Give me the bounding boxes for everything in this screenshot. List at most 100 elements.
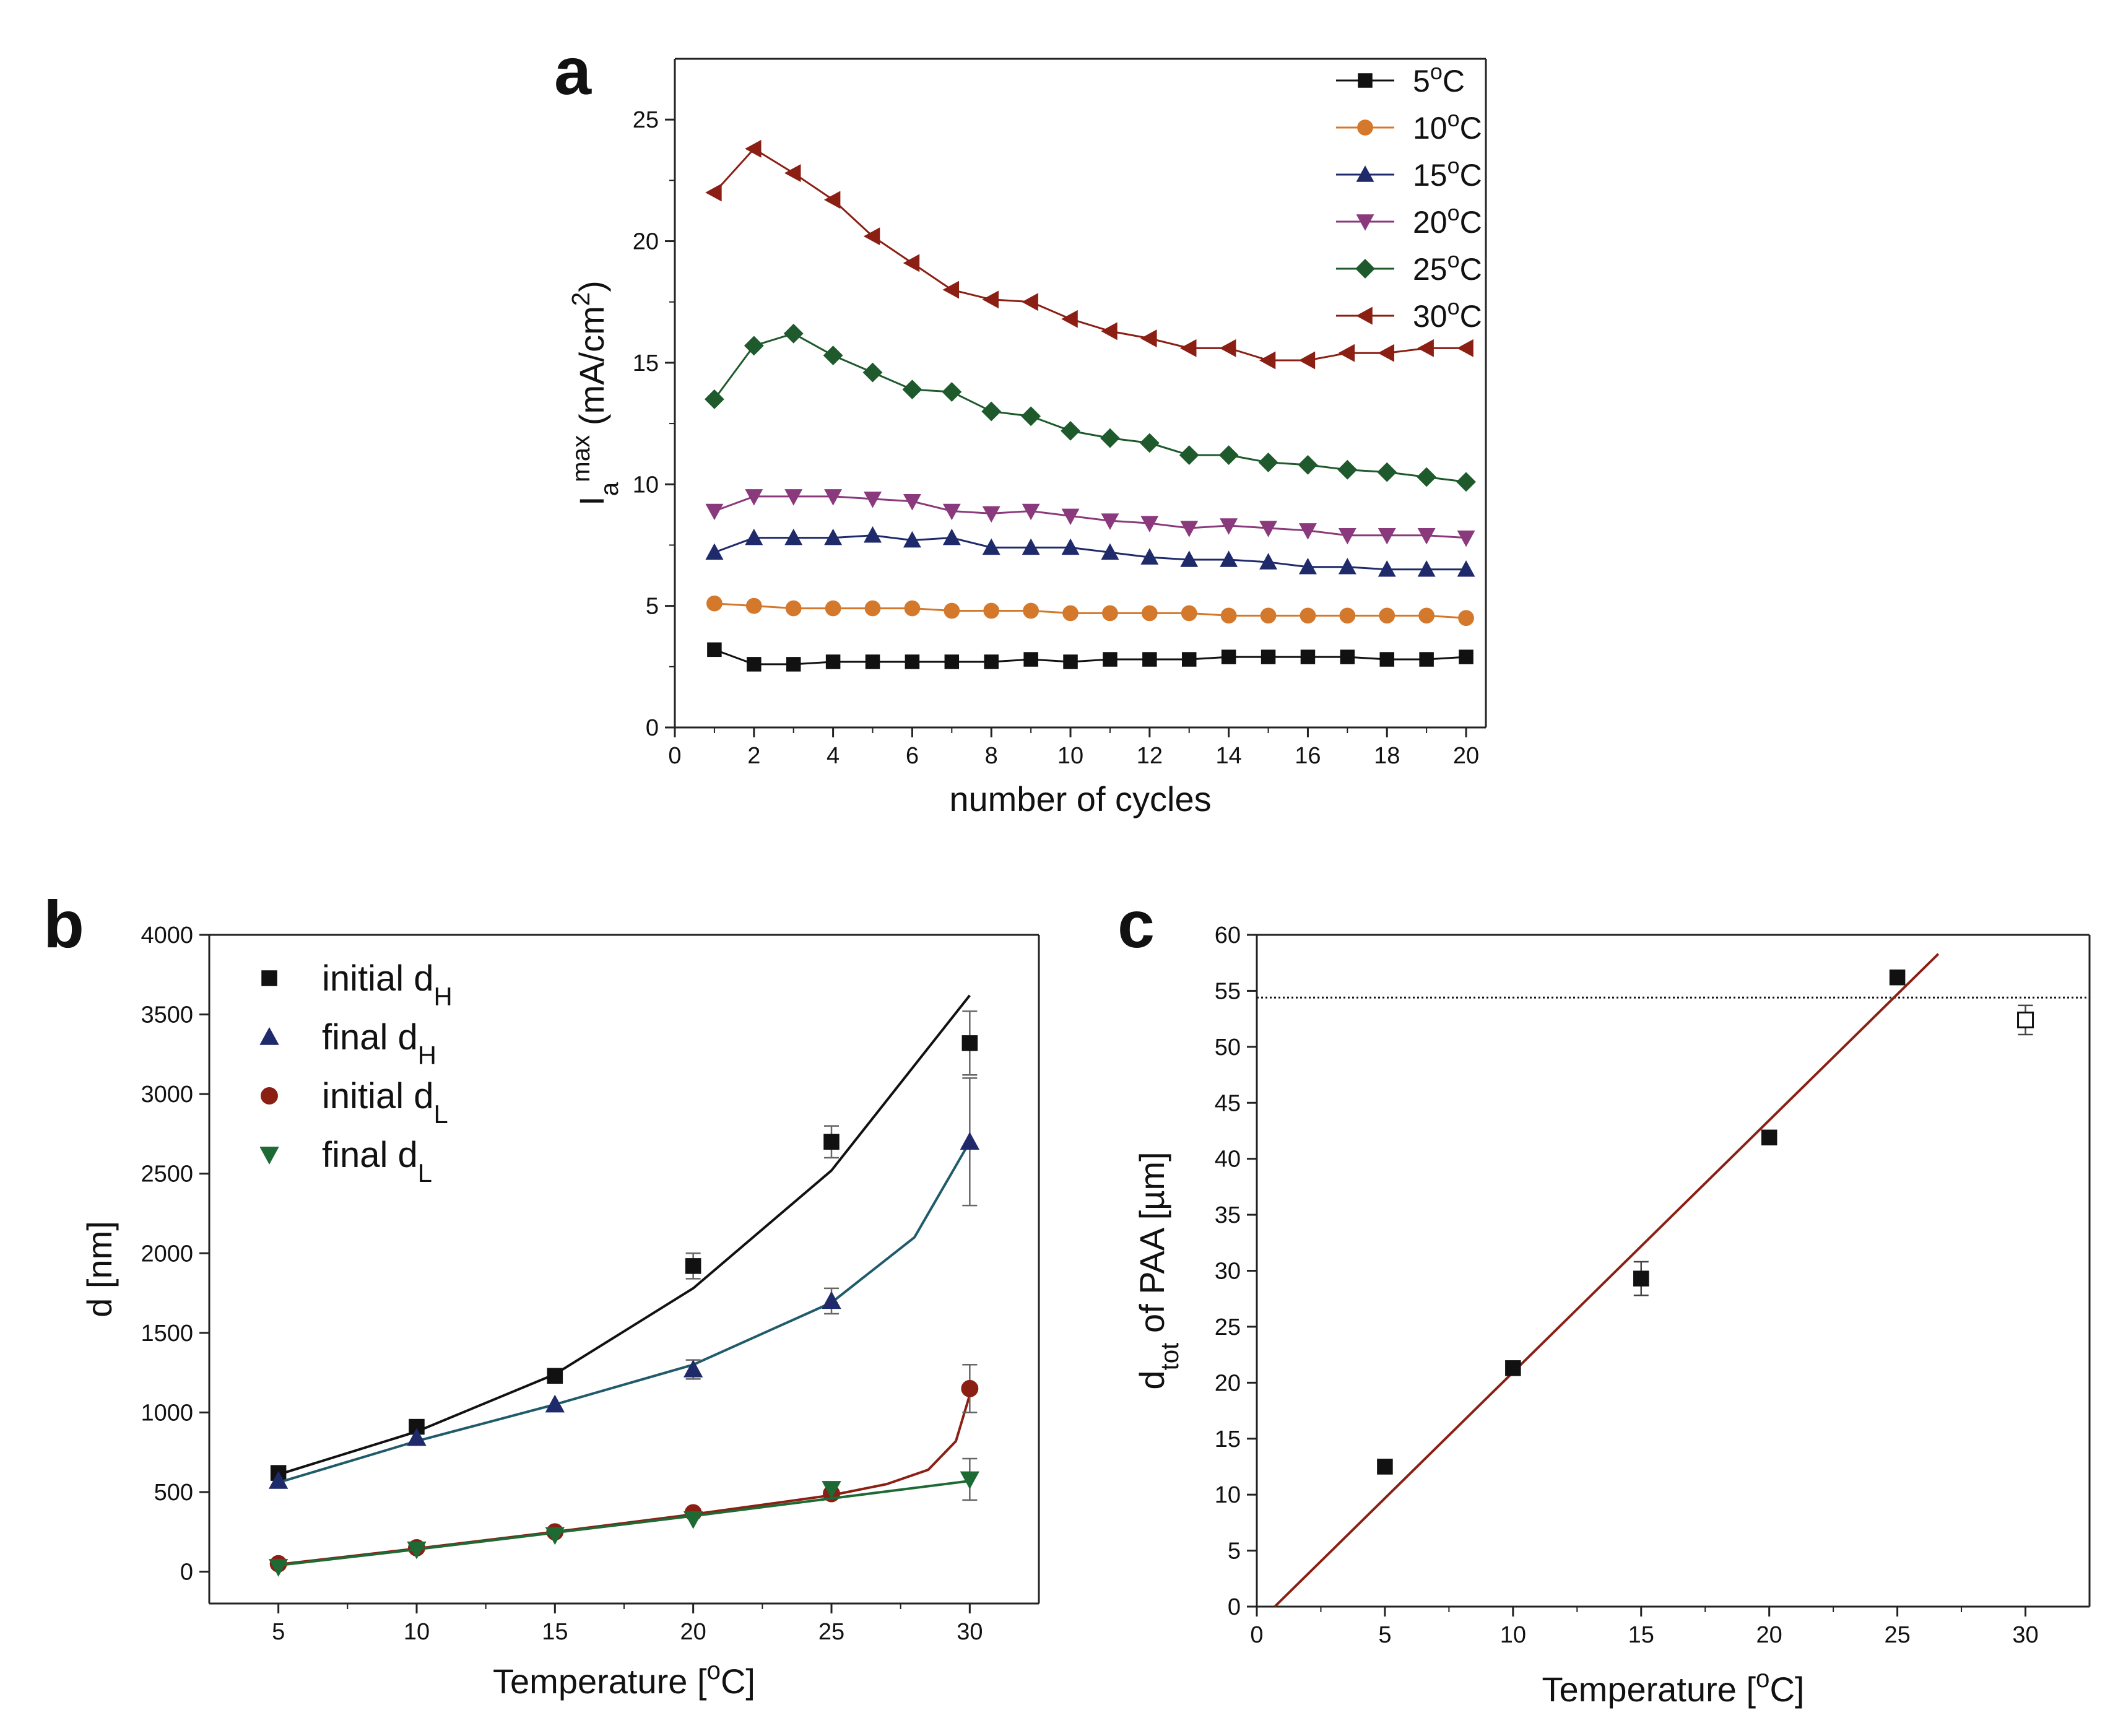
chart-a-y-axis-label-main: I [572,496,611,506]
chart-a-series-line-30 [713,147,1467,362]
chart-a: 0 2 4 6 8 10 12 14 16 18 2005101520255oC10oC15oC20… [566,58,1487,818]
chart-a-point-25 [1100,428,1120,448]
chart-c-y-tick-label: 60 [1215,922,1241,948]
chart-a-legend-marker [1356,214,1374,231]
chart-b-y-tick-label: 3500 [141,1002,193,1028]
chart-a-point-10 [1379,607,1395,624]
chart-c-point [1889,969,1906,986]
chart-a-y-axis-label-sup: max [566,435,595,482]
chart-a-point-25 [783,323,804,344]
chart-a-point-5 [1340,649,1355,664]
chart-a-point-5 [1459,649,1473,664]
chart-a-point-15 [1061,538,1080,555]
chart-a-legend-label-main: C [1460,158,1482,193]
chart-a-legend-label-sup: o [1447,294,1460,319]
chart-b-point-final-d-H [545,1394,565,1413]
chart-c-point-open [2017,1011,2034,1028]
chart-b-legend-marker [259,1027,279,1045]
chart-a-point-30 [982,290,999,309]
chart-a-legend-label-sup: o [1447,153,1460,178]
chart-a-x-tick-label: 14 [1215,743,1241,769]
chart-b-y-tick-label: 0 [180,1560,193,1586]
chart-c-point [1377,1459,1393,1475]
chart-a-legend-label-main: C [1460,205,1482,240]
chart-a-point-10 [904,600,921,617]
panel-c-tag: c [1118,887,1155,961]
chart-a-y-tick-label: 0 [646,715,659,741]
chart-a-y-axis-label-main: (mA/cm [572,306,611,435]
chart-b-y-tick-label: 1000 [141,1400,193,1426]
chart-a-point-15 [745,528,763,545]
chart-a-point-10 [1260,607,1277,624]
chart-b-point-final-d-L [269,1559,289,1577]
chart-b-point-final-d-L [822,1481,841,1499]
chart-a-point-25 [1139,433,1160,453]
chart-a-point-15 [1220,550,1238,567]
chart-b-x-axis-label: Temperature [oC] [493,1656,755,1701]
chart-a-point-5 [1142,652,1157,667]
chart-b-legend-label-sub: H [434,982,453,1011]
chart-a-point-10 [1141,605,1158,622]
chart-b-legend-marker [261,970,277,986]
chart-a-point-15 [1022,538,1040,555]
chart-b-legend-label-sub: H [418,1041,436,1070]
chart-b-point-final-d-L [407,1541,427,1560]
chart-b-legend-label-main: initial d [322,1076,434,1116]
chart-a-point-5 [1419,652,1434,667]
chart-a-point-25 [1021,406,1041,427]
chart-a-x-tick-label: 18 [1374,743,1400,769]
chart-a-y-axis-label-main: ) [572,280,611,292]
chart-a-point-30 [784,164,801,183]
chart-c-x-axis-label: Temperature [oC] [1542,1664,1805,1709]
chart-a-point-15 [903,531,921,548]
chart-b-x-axis-label-main: Temperature [ [493,1662,707,1701]
chart-b-fit-final-d-L [278,1480,970,1567]
chart-a-legend-label-main: 30 [1413,299,1447,334]
chart-a-point-20 [1101,513,1119,530]
chart-a-point-30 [823,191,841,209]
chart-c-point [1505,1360,1521,1376]
chart-a-point-15 [1338,558,1356,575]
chart-a-x-tick-label: 12 [1137,743,1163,769]
chart-b-point-initial-d-H [685,1258,701,1274]
chart-a-point-15 [824,528,843,545]
chart-a-point-15 [1298,558,1317,575]
chart-b-fit-initial-d-H [278,994,971,1476]
chart-b: 5 10 15 20 25 30 0 500 1000 1500 2000 2500 3000 3500 4… [80,922,1040,1701]
chart-a-point-10 [1023,602,1039,619]
chart-a-point-25 [1061,420,1080,441]
chart-b-y-tick-label: 500 [154,1480,193,1506]
chart-a-point-10 [864,600,881,617]
chart-a-legend-label-sup: o [1447,200,1460,225]
chart-a-point-10 [1062,605,1079,622]
chart-a-point-20 [1140,516,1159,532]
chart-a-point-15 [1180,550,1199,567]
chart-a-point-30 [1022,293,1038,311]
chart-c-y-axis-label: dtot of PAA [µm] [1132,1152,1184,1389]
chart-c-y-tick-label: 20 [1215,1370,1241,1396]
chart-a-point-30 [903,254,920,272]
chart-a-legend-label-main: 20 [1413,205,1447,240]
chart-c-y-tick-label: 30 [1215,1259,1241,1285]
chart-c-fit-line [1274,953,1940,1608]
chart-b-point-final-d-H [407,1428,427,1446]
chart-a-point-5 [1300,649,1316,664]
chart-b-point-final-d-H [684,1360,703,1378]
chart-a-point-25 [1218,445,1239,466]
chart-a-point-15 [1259,553,1277,570]
chart-b-x-axis-label-main: C] [721,1662,755,1701]
chart-a-point-30 [1457,339,1473,357]
chart-a-y-axis-label-sub: a [595,482,623,496]
chart-a-point-20 [1457,530,1475,547]
chart-b-y-tick-label: 2000 [141,1241,193,1267]
chart-a-x-tick-label: 16 [1295,743,1321,769]
chart-b-x-tick-label: 15 [542,1619,568,1645]
chart-b-y-axis-label: d [nm] [80,1221,119,1317]
chart-a-point-15 [1378,560,1396,577]
chart-a-y-tick-label: 15 [633,350,659,376]
chart-c-x-axis-label-sup: o [1756,1664,1769,1693]
chart-a-point-5 [786,657,801,672]
chart-c-point [1761,1129,1777,1146]
chart-a-y-axis-label: Iamax (mA/cm2) [566,280,623,506]
chart-a-x-tick-label: 2 [747,743,760,769]
